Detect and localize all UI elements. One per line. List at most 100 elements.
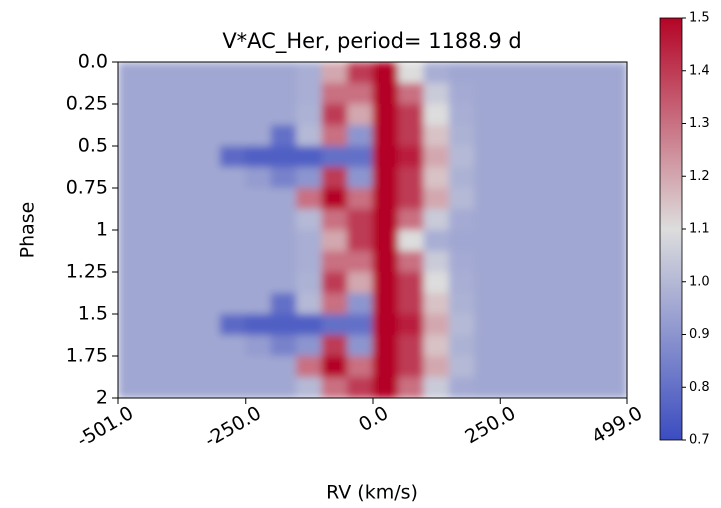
heatmap-cell	[601, 335, 627, 357]
heatmap-cell	[576, 377, 603, 398]
heatmap-cell	[397, 335, 424, 357]
heatmap-cell	[118, 230, 144, 252]
heatmap-cell	[525, 104, 552, 126]
heatmap-cell	[245, 356, 272, 378]
heatmap-cell	[296, 356, 323, 378]
heatmap-cell	[219, 272, 246, 294]
heatmap-cell	[474, 209, 501, 231]
heatmap-cell	[270, 146, 297, 168]
heatmap-cell	[168, 146, 195, 168]
heatmap-cell	[347, 167, 373, 189]
heatmap-cell	[245, 314, 272, 336]
heatmap-cell	[143, 62, 170, 84]
heatmap-cell	[499, 167, 526, 189]
heatmap-cell	[270, 62, 297, 84]
y-tick-label: 2	[96, 387, 108, 409]
heatmap-cell	[143, 167, 170, 189]
heatmap-area	[118, 62, 627, 398]
heatmap-cell	[448, 335, 475, 357]
heatmap-cell	[448, 125, 475, 147]
heatmap-cell	[423, 356, 450, 378]
heatmap-cell	[499, 251, 526, 273]
heatmap-cell	[474, 104, 501, 126]
heatmap-cell	[347, 125, 373, 147]
heatmap-cell	[347, 293, 373, 315]
heatmap-cell	[601, 293, 627, 315]
heatmap-cell	[270, 209, 297, 231]
heatmap-cell	[576, 104, 603, 126]
heatmap-cell	[601, 230, 627, 252]
heatmap-cell	[550, 62, 577, 84]
heatmap-cell	[550, 230, 577, 252]
heatmap-cell	[525, 335, 552, 357]
heatmap-cell	[219, 146, 246, 168]
heatmap-cell	[397, 62, 424, 84]
heatmap-cell	[448, 188, 475, 210]
heatmap-cell	[576, 335, 603, 357]
heatmap-cell	[143, 314, 170, 336]
heatmap-cell	[499, 230, 526, 252]
heatmap-cell	[321, 251, 348, 273]
heatmap-cell	[474, 188, 501, 210]
heatmap-cell	[143, 83, 170, 105]
heatmap-cell	[296, 251, 323, 273]
heatmap-cell	[448, 356, 475, 378]
heatmap-cell	[194, 146, 221, 168]
heatmap-cell	[347, 104, 373, 126]
y-tick-label: 0.75	[66, 177, 108, 199]
heatmap-cell	[397, 314, 424, 336]
heatmap-cell	[372, 62, 399, 84]
heatmap-cell	[550, 314, 577, 336]
heatmap-cell	[143, 188, 170, 210]
heatmap-cell	[448, 293, 475, 315]
heatmap-cell	[576, 62, 603, 84]
heatmap-cell	[168, 230, 195, 252]
heatmap-cell	[372, 272, 399, 294]
heatmap-cell	[245, 104, 272, 126]
heatmap-cell	[576, 188, 603, 210]
heatmap-cell	[423, 335, 450, 357]
heatmap-cell	[245, 293, 272, 315]
heatmap-cell	[372, 209, 399, 231]
heatmap-cell	[296, 230, 323, 252]
heatmap-cell	[270, 335, 297, 357]
heatmap-cell	[423, 293, 450, 315]
heatmap-cell	[372, 251, 399, 273]
heatmap-cell	[423, 251, 450, 273]
heatmap-cell	[423, 377, 450, 398]
heatmap-cell	[118, 125, 144, 147]
y-tick-label: 1.25	[66, 261, 108, 283]
heatmap-cell	[550, 356, 577, 378]
colorbar-tick-label: 0.8	[689, 380, 710, 395]
heatmap-cell	[550, 251, 577, 273]
heatmap-cell	[525, 377, 552, 398]
heatmap-cell	[143, 104, 170, 126]
heatmap-cell	[372, 293, 399, 315]
heatmap-cell	[168, 314, 195, 336]
heatmap-cell	[118, 335, 144, 357]
heatmap-cell	[118, 83, 144, 105]
colorbar-tick-label: 1.3	[689, 116, 710, 131]
heatmap-cell	[168, 125, 195, 147]
heatmap-cell	[397, 125, 424, 147]
heatmap-cell	[601, 83, 627, 105]
heatmap-cell	[499, 146, 526, 168]
heatmap-cell	[576, 251, 603, 273]
y-tick-label: 1	[96, 219, 108, 241]
heatmap-cell	[474, 377, 501, 398]
heatmap-cell	[525, 125, 552, 147]
heatmap-cell	[118, 209, 144, 231]
heatmap-cell	[525, 356, 552, 378]
heatmap-cell	[525, 209, 552, 231]
heatmap-cell	[143, 293, 170, 315]
heatmap-cell	[372, 335, 399, 357]
heatmap-cell	[448, 251, 475, 273]
heatmap-cell	[525, 293, 552, 315]
heatmap-cell	[321, 377, 348, 398]
heatmap-cell	[601, 104, 627, 126]
heatmap-cell	[525, 62, 552, 84]
heatmap-cell	[168, 356, 195, 378]
heatmap-cell	[321, 230, 348, 252]
heatmap-cell	[143, 146, 170, 168]
heatmap-cell	[423, 62, 450, 84]
